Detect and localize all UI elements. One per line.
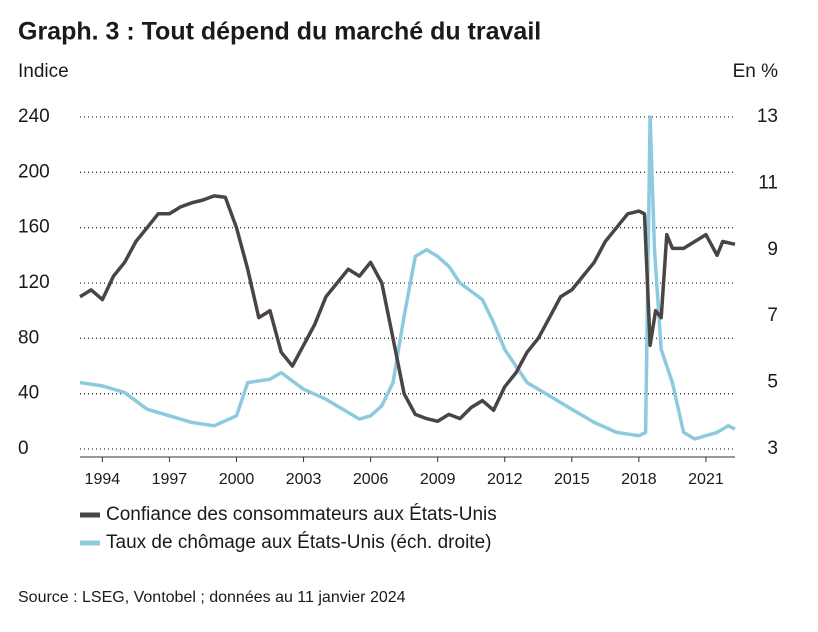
- y2-tick-label: 9: [767, 239, 778, 260]
- y-tick-label: 40: [18, 383, 39, 404]
- y-tick-label: 200: [18, 161, 50, 182]
- y2-tick-label: 13: [757, 106, 778, 127]
- legend-label: Confiance des consommateurs aux États-Un…: [106, 504, 497, 525]
- y-axis-label: Indice: [18, 61, 69, 82]
- y-tick-label: 80: [18, 327, 39, 348]
- y2-tick-label: 5: [767, 372, 778, 393]
- legend-label: Taux de chômage aux États-Unis (éch. dro…: [106, 532, 491, 553]
- chart-title: Graph. 3 : Tout dépend du marché du trav…: [18, 18, 541, 46]
- x-tick-label: 2018: [621, 471, 657, 488]
- y-tick-label: 160: [18, 217, 50, 238]
- y-tick-label: 120: [18, 272, 50, 293]
- line-series: [79, 194, 736, 424]
- y-tick-label: 240: [18, 106, 50, 127]
- x-tick-label: 2009: [420, 471, 456, 488]
- x-tick-label: 2003: [286, 471, 322, 488]
- source: Source : LSEG, Vontobel ; données au 11 …: [18, 589, 406, 606]
- y2-tick-label: 7: [767, 305, 778, 326]
- x-tick-label: 2000: [219, 471, 255, 488]
- x-tick-label: 2012: [487, 471, 523, 488]
- x-tick-label: 1997: [152, 471, 188, 488]
- x-tick-label: 2021: [688, 471, 724, 488]
- y2-axis-label: En %: [733, 61, 779, 82]
- y2-tick-label: 11: [758, 172, 778, 193]
- line-series: [79, 115, 736, 441]
- x-tick-label: 2006: [353, 471, 389, 488]
- y2-tick-label: 3: [767, 438, 778, 459]
- y-tick-label: 0: [18, 438, 29, 459]
- x-tick-label: 1994: [85, 471, 121, 488]
- x-tick-label: 2015: [554, 471, 590, 488]
